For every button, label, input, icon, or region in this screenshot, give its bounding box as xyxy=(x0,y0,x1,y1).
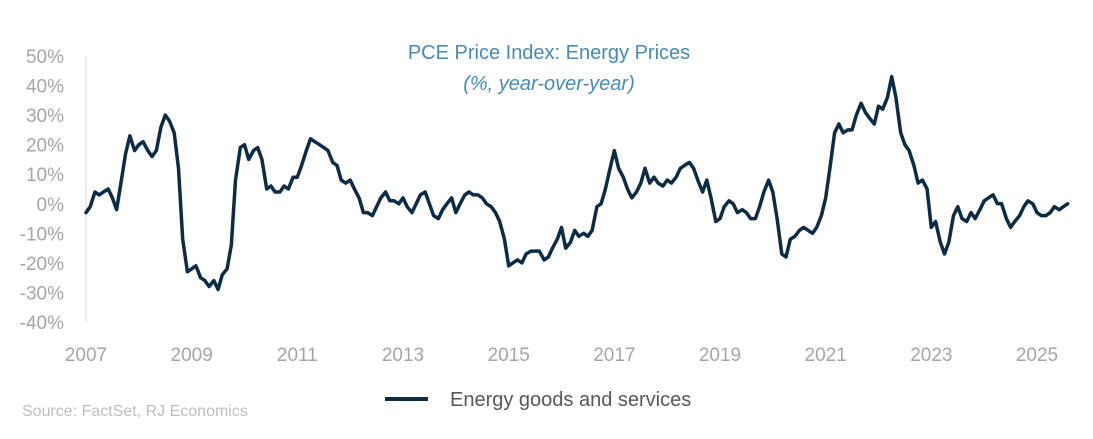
legend-label: Energy goods and services xyxy=(450,389,691,411)
x-tick-label: 2013 xyxy=(382,345,424,366)
x-tick-label: 2009 xyxy=(171,345,213,366)
x-tick-label: 2011 xyxy=(277,345,318,366)
x-tick-label: 2017 xyxy=(593,345,635,366)
x-tick-label: 2023 xyxy=(910,345,952,366)
x-tick-label: 2015 xyxy=(488,345,530,366)
y-tick-label: 20% xyxy=(26,136,64,157)
x-tick-label: 2007 xyxy=(65,345,107,366)
chart-subtitle: (%, year-over-year) xyxy=(463,73,635,95)
y-tick-label: 10% xyxy=(26,165,64,186)
y-tick-label: 40% xyxy=(26,77,64,98)
y-tick-label: -30% xyxy=(20,283,64,304)
y-axis-tick-labels: 50% 40% 30% 20% 10% 0% -10% -20% -30% -40% xyxy=(20,47,64,334)
y-tick-label: -20% xyxy=(20,254,64,275)
y-tick-label: 30% xyxy=(26,106,64,127)
chart-title: PCE Price Index: Energy Prices xyxy=(408,42,690,64)
y-tick-label: -40% xyxy=(20,313,64,334)
series-line-0 xyxy=(84,74,1070,292)
y-tick-label: 0% xyxy=(37,195,65,216)
y-tick-label: -10% xyxy=(20,224,64,245)
source-note: Source: FactSet, RJ Economics xyxy=(22,403,248,420)
x-tick-label: 2025 xyxy=(1016,345,1058,366)
x-tick-label: 2021 xyxy=(805,345,847,366)
x-axis-tick-labels: 2007 2009 2011 2013 2015 2017 2019 2021 2023 2025 xyxy=(65,345,1058,366)
y-tick-label: 50% xyxy=(26,47,64,68)
series-group xyxy=(84,74,1070,292)
x-tick-label: 2019 xyxy=(699,345,741,366)
